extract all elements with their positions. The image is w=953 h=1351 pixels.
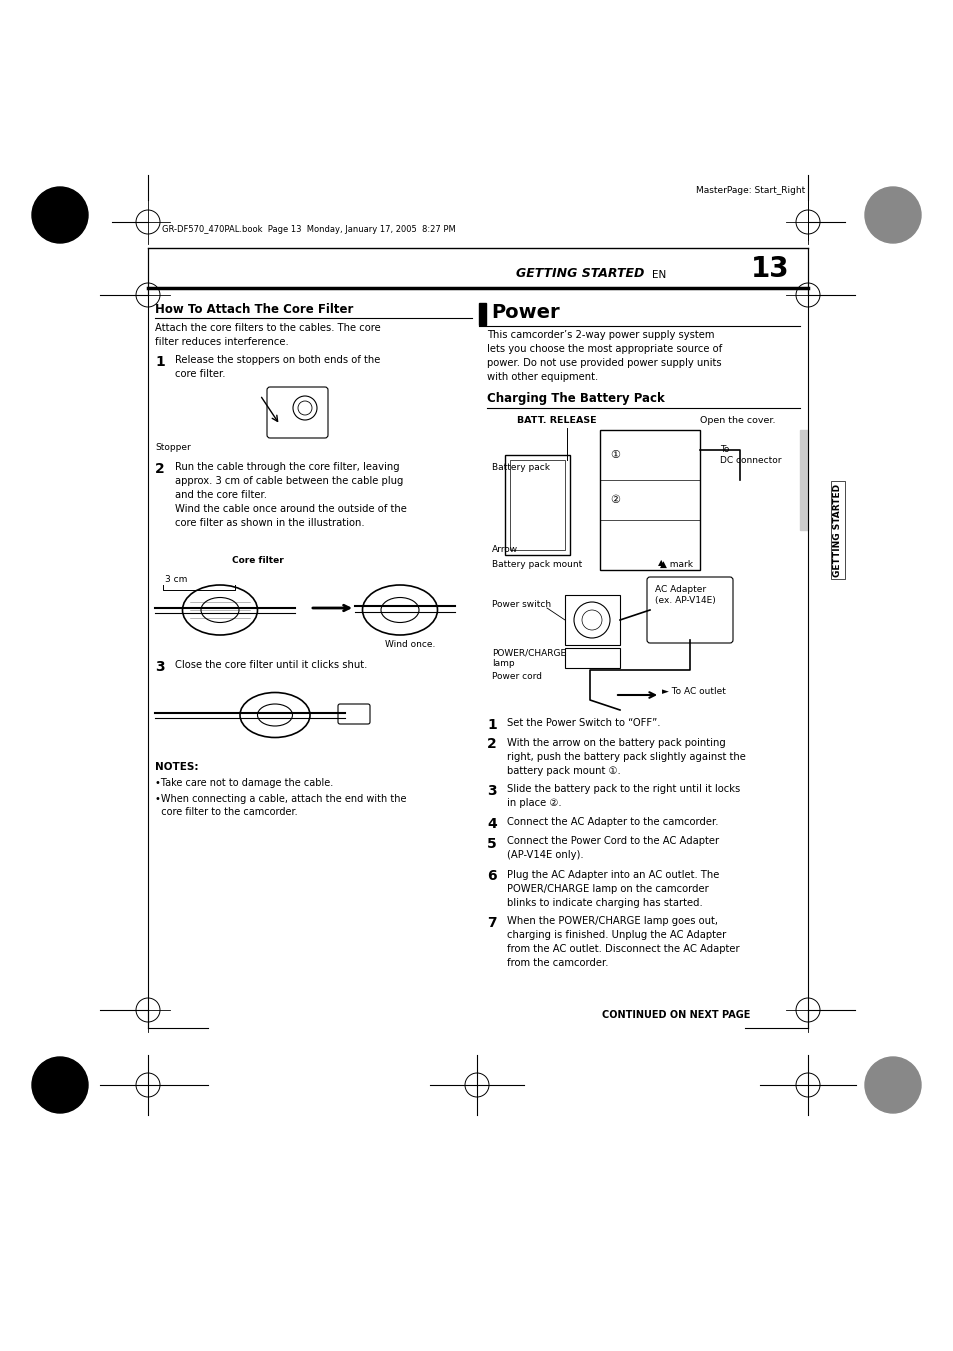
Text: 2: 2 (154, 462, 165, 476)
Text: Run the cable through the core filter, leaving
approx. 3 cm of cable between the: Run the cable through the core filter, l… (174, 462, 406, 528)
Text: Plug the AC Adapter into an AC outlet. The
POWER/CHARGE lamp on the camcorder
bl: Plug the AC Adapter into an AC outlet. T… (506, 870, 719, 908)
Text: ②: ② (609, 494, 619, 505)
Text: Power cord: Power cord (492, 671, 541, 681)
Text: BATT. RELEASE: BATT. RELEASE (517, 416, 596, 426)
Text: 3 cm: 3 cm (165, 576, 187, 584)
Text: Release the stoppers on both ends of the
core filter.: Release the stoppers on both ends of the… (174, 355, 380, 380)
Text: 1: 1 (486, 717, 497, 732)
Text: Charging The Battery Pack: Charging The Battery Pack (486, 392, 664, 405)
Text: 3: 3 (486, 784, 497, 798)
Text: Connect the Power Cord to the AC Adapter
(AP-V14E only).: Connect the Power Cord to the AC Adapter… (506, 836, 719, 861)
Text: 6: 6 (486, 870, 497, 884)
Circle shape (864, 186, 920, 243)
Text: ► To AC outlet: ► To AC outlet (661, 688, 725, 697)
Text: With the arrow on the battery pack pointing
right, push the battery pack slightl: With the arrow on the battery pack point… (506, 738, 745, 775)
Text: 2: 2 (486, 738, 497, 751)
Text: This camcorder’s 2-way power supply system
lets you choose the most appropriate : This camcorder’s 2-way power supply syst… (486, 330, 721, 382)
Text: Arrow: Arrow (492, 544, 517, 554)
Text: •When connecting a cable, attach the end with the
  core filter to the camcorder: •When connecting a cable, attach the end… (154, 794, 406, 817)
Bar (504, 455, 569, 555)
Text: Slide the battery pack to the right until it locks
in place ②.: Slide the battery pack to the right unti… (506, 784, 740, 808)
Text: CONTINUED ON NEXT PAGE: CONTINUED ON NEXT PAGE (601, 1011, 749, 1020)
Text: 13: 13 (751, 255, 789, 282)
Text: Core filter: Core filter (232, 557, 283, 565)
Text: 7: 7 (486, 916, 497, 929)
Text: 4: 4 (486, 817, 497, 831)
Text: EN: EN (651, 270, 665, 280)
Text: Wind once.: Wind once. (385, 640, 435, 648)
Circle shape (864, 1056, 920, 1113)
Text: 3: 3 (154, 661, 165, 674)
Text: Power switch: Power switch (492, 600, 551, 609)
Text: Power: Power (491, 303, 559, 322)
Text: GETTING STARTED: GETTING STARTED (833, 484, 841, 577)
Text: How To Attach The Core Filter: How To Attach The Core Filter (154, 303, 353, 316)
Bar (564, 648, 619, 667)
Circle shape (32, 186, 88, 243)
Bar (599, 430, 700, 570)
Bar (478, 303, 485, 326)
Text: Close the core filter until it clicks shut.: Close the core filter until it clicks sh… (174, 661, 367, 670)
Text: POWER/CHARGE
lamp: POWER/CHARGE lamp (492, 648, 565, 669)
Text: When the POWER/CHARGE lamp goes out,
charging is finished. Unplug the AC Adapter: When the POWER/CHARGE lamp goes out, cha… (506, 916, 739, 969)
Text: 1: 1 (154, 355, 165, 369)
Bar (800, 430, 807, 530)
Text: 5: 5 (486, 836, 497, 851)
Text: Attach the core filters to the cables. The core
filter reduces interference.: Attach the core filters to the cables. T… (154, 323, 380, 347)
Text: Open the cover.: Open the cover. (700, 416, 775, 426)
Text: MasterPage: Start_Right: MasterPage: Start_Right (695, 186, 804, 195)
Bar (564, 594, 619, 644)
Text: Set the Power Switch to “OFF”.: Set the Power Switch to “OFF”. (506, 717, 659, 728)
Text: Battery pack mount: Battery pack mount (492, 561, 581, 569)
Text: Battery pack: Battery pack (492, 463, 550, 471)
Circle shape (32, 1056, 88, 1113)
Text: GETTING STARTED: GETTING STARTED (515, 267, 643, 280)
Text: ①: ① (609, 450, 619, 459)
Text: To
DC connector: To DC connector (720, 444, 781, 465)
Text: GR-DF570_470PAL.book  Page 13  Monday, January 17, 2005  8:27 PM: GR-DF570_470PAL.book Page 13 Monday, Jan… (162, 224, 456, 234)
Text: •Take care not to damage the cable.: •Take care not to damage the cable. (154, 778, 333, 788)
Bar (510, 459, 564, 550)
Text: NOTES:: NOTES: (154, 762, 198, 771)
Text: Stopper: Stopper (154, 443, 191, 453)
Text: AC Adapter
(ex. AP-V14E): AC Adapter (ex. AP-V14E) (655, 585, 715, 605)
Text: ▲: ▲ (658, 558, 664, 567)
Text: ▲ mark: ▲ mark (659, 561, 692, 569)
Text: Connect the AC Adapter to the camcorder.: Connect the AC Adapter to the camcorder. (506, 817, 718, 827)
